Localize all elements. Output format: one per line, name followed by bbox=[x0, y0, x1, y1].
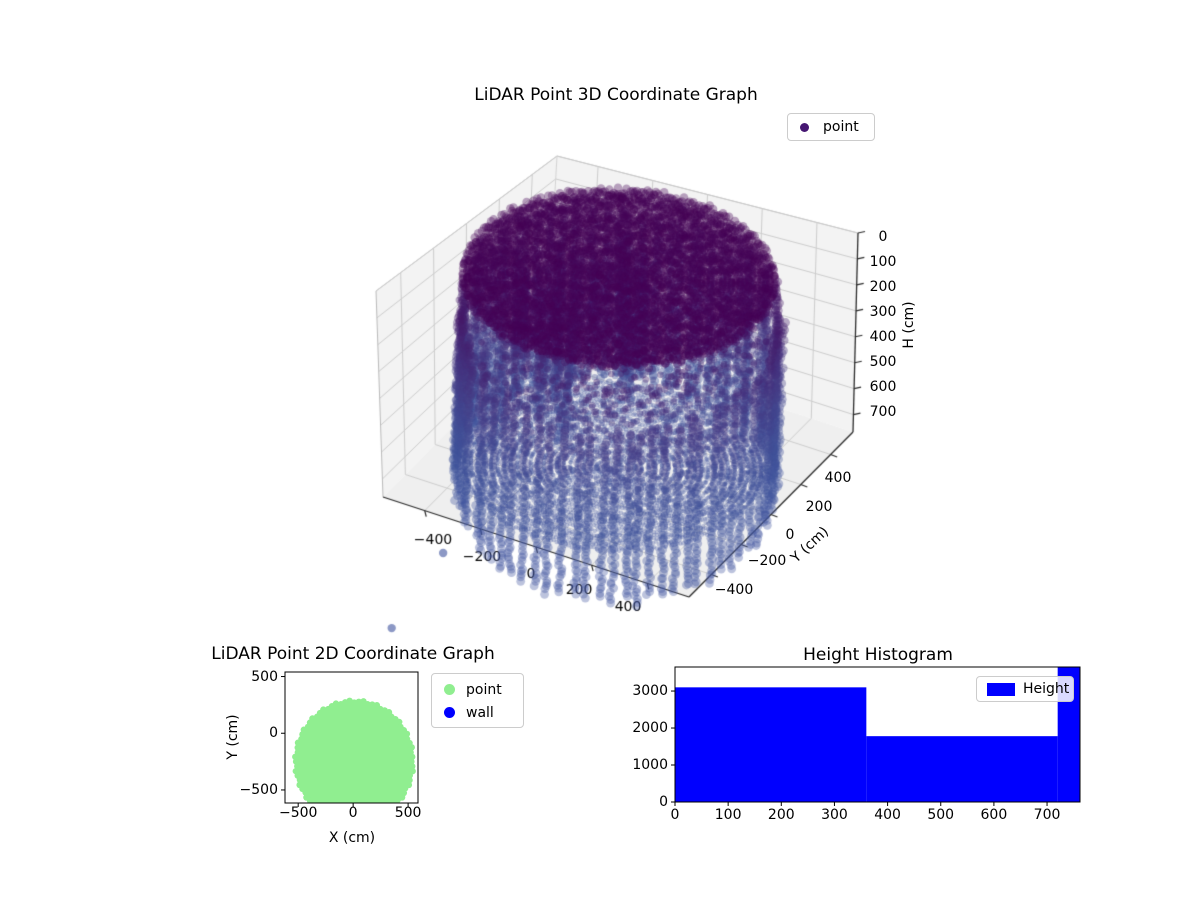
tick-label: 500 bbox=[251, 668, 278, 685]
tick-label: 0 bbox=[659, 794, 668, 810]
tick-label: 400 bbox=[874, 807, 901, 823]
tick-label: 100 bbox=[869, 254, 897, 270]
tick-label: 200 bbox=[869, 279, 897, 295]
hist-legend: Height bbox=[976, 676, 1074, 702]
tick-label: 100 bbox=[714, 807, 742, 823]
legend-label: point bbox=[466, 681, 502, 698]
hist-frame bbox=[674, 666, 1081, 803]
tick-label: 500 bbox=[927, 807, 955, 823]
tick-label: 300 bbox=[821, 807, 848, 823]
tick-label: 600 bbox=[980, 807, 1008, 823]
tick-label: 3000 bbox=[632, 683, 668, 700]
hist-bar bbox=[866, 736, 1058, 802]
tick-label: −500 bbox=[239, 781, 278, 798]
legend-label: Height bbox=[1023, 681, 1070, 697]
legend-label: wall bbox=[466, 704, 494, 721]
plot2d-ylabel: Y (cm) bbox=[225, 714, 241, 760]
legend-entry-point: point bbox=[432, 678, 523, 701]
tick-label: 200 bbox=[805, 499, 833, 515]
tick-label: 0 bbox=[670, 807, 680, 823]
wall-marker-icon bbox=[444, 707, 455, 718]
tick-label: 300 bbox=[869, 304, 897, 320]
tick-label: 0 bbox=[785, 527, 795, 543]
point-marker-icon bbox=[444, 684, 455, 695]
legend-entry-wall: wall bbox=[432, 701, 523, 724]
tick-label: −500 bbox=[278, 805, 318, 821]
tick-label: 2000 bbox=[632, 720, 668, 737]
plot2d-frame bbox=[284, 671, 419, 804]
plot2d-xlabel: X (cm) bbox=[328, 830, 376, 846]
tick-label: 1000 bbox=[632, 757, 668, 773]
tick-label: 200 bbox=[767, 807, 795, 823]
tick-label: 400 bbox=[869, 329, 897, 345]
plot3d-zlabel: H (cm) bbox=[901, 301, 917, 349]
plot3d-legend: point bbox=[787, 113, 875, 141]
tick-label: 500 bbox=[869, 354, 897, 370]
legend-entry-point: point bbox=[788, 114, 874, 140]
legend-entry-height: Height bbox=[977, 677, 1073, 701]
plot3d-title: LiDAR Point 3D Coordinate Graph bbox=[474, 85, 758, 105]
point-marker-icon bbox=[800, 122, 809, 132]
tick-label: 700 bbox=[869, 404, 897, 420]
plot2d-title: LiDAR Point 2D Coordinate Graph bbox=[211, 644, 495, 664]
tick-label: 0 bbox=[878, 229, 888, 245]
scatter-2d-points bbox=[292, 697, 416, 803]
height-swatch-icon bbox=[987, 682, 1015, 696]
tick-label: 700 bbox=[1033, 807, 1061, 823]
tick-label: −400 bbox=[714, 582, 754, 598]
plot2d-legend: point wall bbox=[431, 673, 524, 728]
tick-label: 400 bbox=[824, 470, 852, 486]
hist-title: Height Histogram bbox=[803, 645, 953, 665]
hist-bar bbox=[675, 687, 867, 802]
tick-label: 0 bbox=[348, 805, 358, 821]
legend-label: point bbox=[823, 119, 859, 135]
tick-label: 500 bbox=[394, 805, 422, 821]
tick-label: 600 bbox=[869, 379, 897, 395]
tick-label: −200 bbox=[747, 553, 787, 569]
tick-label: 0 bbox=[269, 725, 278, 742]
